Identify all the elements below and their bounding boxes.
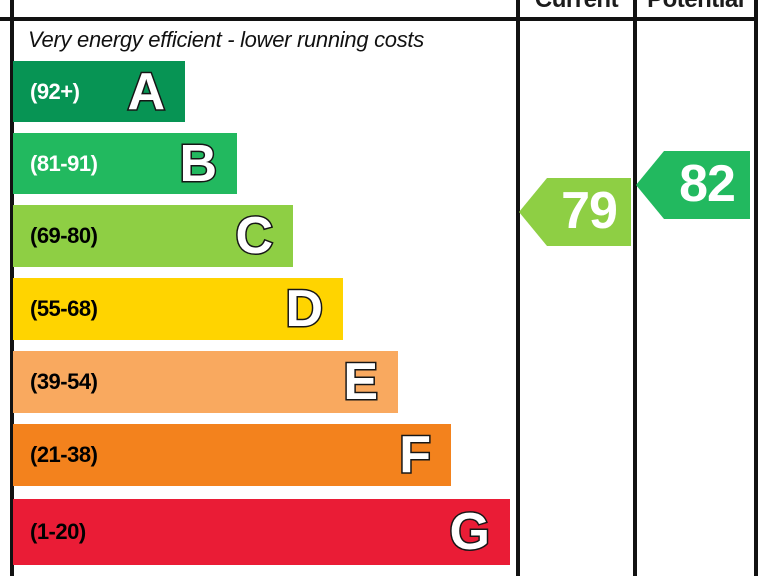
band-range-label: (81-91) bbox=[30, 150, 98, 176]
band-letter: A bbox=[126, 62, 167, 121]
band-range-label: (1-20) bbox=[30, 519, 86, 544]
current-rating-value: 79 bbox=[561, 181, 618, 240]
band-range-label: (69-80) bbox=[30, 223, 98, 248]
table-right-border bbox=[754, 0, 758, 576]
band-letter: F bbox=[398, 426, 433, 484]
band-range-label: (39-54) bbox=[30, 369, 98, 394]
current-arrow-shape bbox=[519, 178, 631, 246]
potential-arrow-shape bbox=[636, 151, 750, 219]
potential-rating-value: 82 bbox=[679, 154, 736, 213]
current-column-header: Current bbox=[520, 0, 633, 16]
potential-column-header: Potential bbox=[637, 0, 754, 16]
band-bar-g: (1-20) G bbox=[13, 499, 510, 565]
band-bar-b: (81-91) B bbox=[13, 133, 237, 194]
band-letter: C bbox=[234, 207, 275, 265]
band-bar-f: (21-38) F bbox=[13, 424, 451, 486]
current-rating-arrow: 79 bbox=[519, 178, 631, 246]
efficiency-caption: Very energy efficient - lower running co… bbox=[28, 27, 424, 52]
potential-header-label: Potential bbox=[637, 0, 754, 12]
band-bar-e: (39-54) E bbox=[13, 351, 398, 413]
band-letter: B bbox=[178, 134, 219, 193]
band-range-label: (92+) bbox=[30, 78, 80, 104]
band-letter: D bbox=[284, 280, 325, 338]
chart-left-border bbox=[10, 0, 14, 576]
header-divider-line bbox=[0, 17, 758, 21]
current-column-left-line bbox=[516, 0, 520, 576]
band-bar-d: (55-68) D bbox=[13, 278, 343, 340]
potential-rating-arrow: 82 bbox=[636, 151, 750, 219]
potential-column-left-line bbox=[633, 0, 637, 576]
band-letter: G bbox=[448, 503, 491, 561]
band-bar-c: (69-80) C bbox=[13, 205, 293, 267]
band-bar-a: (92+) A bbox=[13, 61, 185, 122]
band-range-label: (21-38) bbox=[30, 442, 98, 467]
band-range-label: (55-68) bbox=[30, 296, 98, 321]
band-letter: E bbox=[342, 353, 380, 411]
current-header-label: Current bbox=[520, 0, 633, 12]
